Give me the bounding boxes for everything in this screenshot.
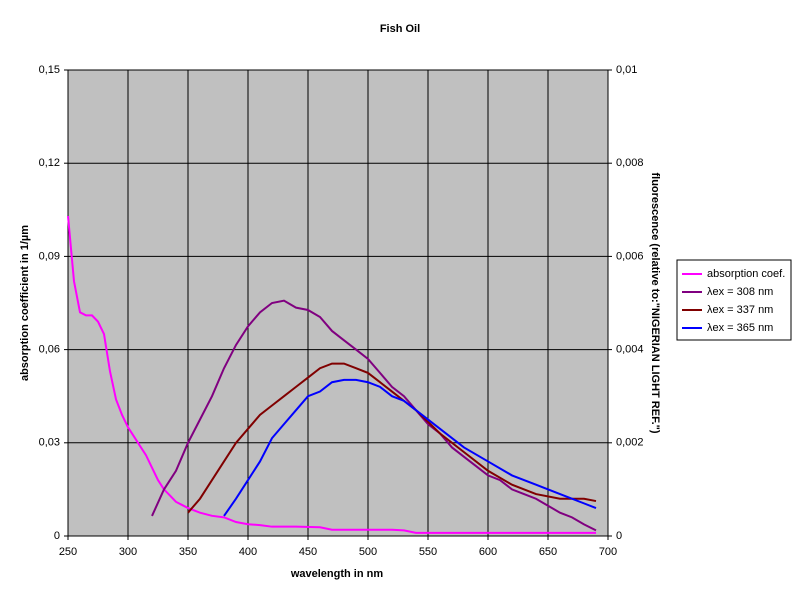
series-line [223,378,597,517]
legend-label: λex = 365 nm [707,322,773,334]
chart-title: Fish Oil [380,23,420,35]
y-tick-label: 0,03 [39,437,60,449]
legend-label: λex = 337 nm [707,304,773,316]
x-tick-label: 350 [179,546,197,558]
y2-tick-label: 0,002 [616,437,644,449]
x-tick-label: 450 [299,546,317,558]
x-tick-label: 650 [539,546,557,558]
y-tick-label: 0 [54,530,60,542]
legend-label: λex = 308 nm [707,286,773,298]
x-tick-label: 600 [479,546,497,558]
series-line [67,215,596,534]
y-tick-label: 0,15 [39,64,60,76]
legend-label: absorption coef. [707,268,785,280]
x-tick-label: 700 [599,546,617,558]
x-tick-label: 400 [239,546,257,558]
x-tick-label: 500 [359,546,377,558]
y-tick-label: 0,09 [39,250,60,262]
y2-axis-label: fluorescence (relative to:"NIGERIAN LIGH… [649,172,661,433]
y2-tick-label: 0,008 [616,157,644,169]
x-tick-label: 300 [119,546,137,558]
x-axis-label: wavelength in nm [290,568,384,580]
series-line [187,362,597,514]
y2-tick-label: 0,006 [616,250,644,262]
y-axis-label: absorption coefficient in 1/µm [19,225,31,381]
x-tick-label: 250 [59,546,77,558]
y2-tick-label: 0,01 [616,64,637,76]
x-tick-label: 550 [419,546,437,558]
y-tick-label: 0,12 [39,157,60,169]
series-line [151,299,597,532]
y2-tick-label: 0 [616,530,622,542]
y-tick-label: 0,06 [39,344,60,356]
plot-area [67,69,609,537]
y2-tick-label: 0,004 [616,344,644,356]
